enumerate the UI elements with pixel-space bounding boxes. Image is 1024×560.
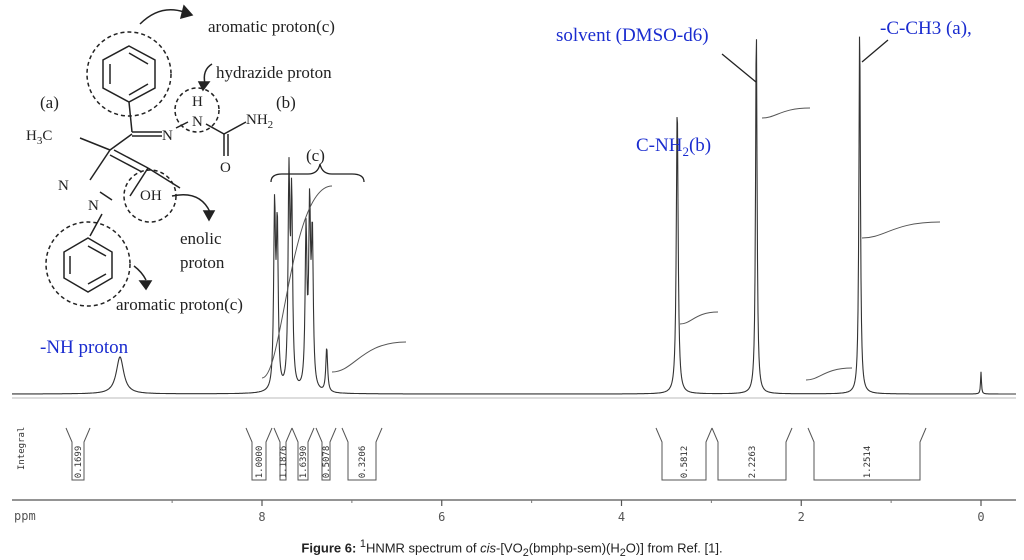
integral-axis-label: Integral (17, 427, 27, 470)
integral-value-5: 0.3206 (358, 446, 368, 479)
integral-value-8: 1.2514 (863, 446, 873, 479)
caption-sub1: 2 (522, 546, 529, 559)
integral-bracket-4 (315, 427, 337, 481)
group-c-label: (c) (306, 146, 325, 165)
caption-label: Figure 6: (301, 540, 357, 556)
n1-label: N (58, 178, 69, 194)
x-tick-label-0: 0 (977, 510, 984, 524)
integral-value-1: 1.0000 (255, 446, 265, 479)
nmr-figure: 0 2 4 6 8 0.1699 1.0000 1.1876 1.6390 0.5078 0.32… (12, 4, 1016, 524)
pyrazole-ring (109, 133, 133, 151)
label-a: (a) (40, 93, 59, 112)
nh2-label: NH2 (246, 112, 273, 131)
caption-sup: 1 (359, 538, 366, 550)
x-axis-label: ppm (14, 509, 36, 523)
integral-bracket-3 (291, 427, 315, 481)
solvent-pointer (721, 53, 757, 83)
spectrum-trace (12, 36, 1016, 395)
caption-text2: -[VO (495, 540, 523, 556)
integral-bracket-8 (807, 427, 927, 481)
label-b: (b) (276, 93, 296, 112)
enolic-label-1: enolic (180, 229, 222, 248)
integral-value-6: 0.5812 (680, 446, 690, 479)
aromatic-top-label: aromatic proton(c) (208, 17, 335, 36)
integral-value-4: 0.5078 (322, 446, 332, 479)
h3c-label: H3C (26, 128, 52, 147)
bottom-phenyl-ring (63, 237, 113, 293)
spectrum-layer (12, 36, 1016, 395)
integral-curve-3 (761, 107, 811, 119)
x-tick-label-3: 6 (438, 510, 445, 524)
solvent-label: solvent (DMSO-d6) (556, 25, 709, 46)
caption-text4: O)] from Ref. [1]. (625, 540, 723, 556)
integral-curve-5 (861, 221, 941, 239)
x-tick-label-4: 8 (258, 510, 265, 524)
aromatic-bottom-label: aromatic proton(c) (116, 295, 243, 314)
o-label: O (220, 160, 231, 176)
x-tick-label-2: 4 (618, 510, 625, 524)
axis-layer: 0 2 4 6 8 (171, 500, 985, 524)
integral-value-0: 0.1699 (74, 446, 84, 479)
hydrazide-highlight (174, 87, 220, 133)
h-atom-label: H (192, 94, 203, 110)
ch3-label: -C-CH3 (a), (880, 18, 972, 39)
oh-label: OH (140, 188, 162, 204)
integral-curve-2 (679, 311, 719, 325)
n-imine-label: N (162, 128, 173, 144)
x-tick-label-1: 2 (798, 510, 805, 524)
integral-bracket-5 (341, 427, 383, 481)
integral-value-2: 1.1876 (279, 446, 289, 479)
integral-bracket-2 (273, 427, 293, 481)
integral-layer: 0.1699 1.0000 1.1876 1.6390 0.5078 0.3206 0.58… (65, 427, 927, 481)
n-h-label: N (192, 114, 203, 130)
caption-italic: cis (480, 540, 496, 556)
integral-bracket-7 (711, 427, 793, 481)
top-phenyl-ring (102, 45, 156, 103)
top-phenyl-highlight (86, 31, 172, 117)
integral-value-7: 2.2263 (748, 446, 758, 479)
enolic-label-2: proton (180, 253, 225, 272)
figure-caption: Figure 6: 1HNMR spectrum of cis-[VO2(bmp… (0, 538, 1024, 559)
ch3-pointer (861, 39, 889, 63)
integral-curve-1 (331, 341, 407, 373)
caption-text3: (bmphp-sem)(H (528, 540, 620, 556)
bottom-phenyl-highlight (45, 221, 131, 307)
integral-curve-0 (261, 185, 333, 379)
group-c-brace (270, 163, 365, 183)
caption-text1: HNMR spectrum of (365, 540, 481, 556)
hydrazide-label: hydrazide proton (216, 63, 332, 82)
nh-proton-label: -NH proton (40, 337, 129, 358)
integral-value-3: 1.6390 (299, 446, 309, 479)
integral-bracket-0 (65, 427, 91, 481)
integral-curve-4 (805, 367, 853, 381)
integral-bracket-1 (245, 427, 273, 481)
caption-sub2: 2 (619, 546, 626, 559)
pointer-arrows (133, 4, 216, 291)
cnh2-label: C-NH2(b) (636, 135, 711, 159)
integral-bracket-6 (655, 427, 713, 481)
n2-label: N (88, 198, 99, 214)
